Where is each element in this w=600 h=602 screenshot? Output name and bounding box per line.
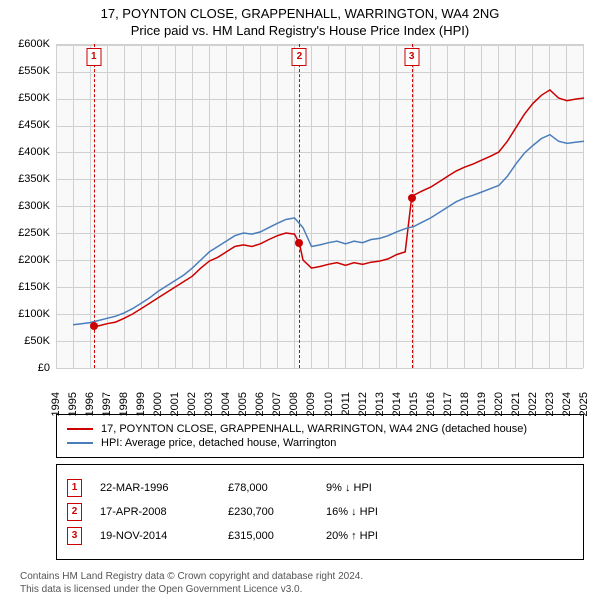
sale-delta-hpi: 20% ↑ HPI xyxy=(326,530,378,542)
y-tick-label: £400K xyxy=(18,146,50,158)
y-tick-label: £0 xyxy=(38,362,50,374)
sales-box: 1 22-MAR-1996 £78,000 9% ↓ HPI 2 17-APR-2008 £… xyxy=(56,464,584,560)
x-tick-label: 2016 xyxy=(425,392,437,416)
x-tick-label: 2007 xyxy=(271,392,283,416)
x-tick-label: 2025 xyxy=(578,392,590,416)
x-tick-label: 2001 xyxy=(169,392,181,416)
x-tick-label: 1994 xyxy=(50,392,62,416)
x-tick-label: 1996 xyxy=(84,392,96,416)
y-tick-label: £600K xyxy=(18,38,50,50)
y-tick-label: £550K xyxy=(18,65,50,77)
sale-price: £78,000 xyxy=(228,482,308,494)
sale-date: 17-APR-2008 xyxy=(100,506,210,518)
sale-number-box: 1 xyxy=(67,479,82,497)
legend-label: HPI: Average price, detached house, Warr… xyxy=(101,437,336,449)
footer-line-1: Contains HM Land Registry data © Crown c… xyxy=(20,570,584,583)
y-tick-label: £500K xyxy=(18,92,50,104)
y-tick-label: £450K xyxy=(18,119,50,131)
x-tick-label: 2023 xyxy=(544,392,556,416)
sale-marker-box: 2 xyxy=(292,48,307,66)
x-tick-label: 2015 xyxy=(408,392,420,416)
sale-marker-dot xyxy=(408,194,416,202)
x-tick-label: 2020 xyxy=(493,392,505,416)
legend-row: 17, POYNTON CLOSE, GRAPPENHALL, WARRINGT… xyxy=(67,423,573,435)
x-tick-label: 2011 xyxy=(340,392,352,416)
x-tick-label: 1998 xyxy=(118,392,130,416)
title-line-2: Price paid vs. HM Land Registry's House … xyxy=(10,23,590,40)
sale-number-box: 2 xyxy=(67,503,82,521)
x-tick-label: 2006 xyxy=(254,392,266,416)
x-tick-label: 1995 xyxy=(67,392,79,416)
sale-price: £315,000 xyxy=(228,530,308,542)
series-price_paid xyxy=(94,90,584,326)
x-tick-label: 1997 xyxy=(101,392,113,416)
x-tick-label: 2002 xyxy=(186,392,198,416)
plot-area: £0£50K£100K£150K£200K£250K£300K£350K£400… xyxy=(56,44,584,404)
y-tick-label: £250K xyxy=(18,227,50,239)
x-tick-label: 2008 xyxy=(288,392,300,416)
sale-row: 3 19-NOV-2014 £315,000 20% ↑ HPI xyxy=(67,527,573,545)
x-tick-label: 2005 xyxy=(237,392,249,416)
sale-marker-box: 3 xyxy=(404,48,419,66)
legend-swatch xyxy=(67,442,93,444)
legend-swatch xyxy=(67,428,93,430)
legend-label: 17, POYNTON CLOSE, GRAPPENHALL, WARRINGT… xyxy=(101,423,527,435)
x-tick-label: 2019 xyxy=(476,392,488,416)
sale-row: 2 17-APR-2008 £230,700 16% ↓ HPI xyxy=(67,503,573,521)
x-tick-label: 2013 xyxy=(374,392,386,416)
chart-container: 17, POYNTON CLOSE, GRAPPENHALL, WARRINGT… xyxy=(0,0,600,602)
y-tick-label: £300K xyxy=(18,200,50,212)
legend-row: HPI: Average price, detached house, Warr… xyxy=(67,437,573,449)
y-tick-label: £350K xyxy=(18,173,50,185)
x-axis: 1994199519961997199819992000200120022003… xyxy=(56,368,584,404)
y-tick-label: £100K xyxy=(18,308,50,320)
x-tick-label: 2021 xyxy=(510,392,522,416)
x-tick-label: 2012 xyxy=(357,392,369,416)
y-tick-label: £150K xyxy=(18,281,50,293)
sale-number-box: 3 xyxy=(67,527,82,545)
sale-date: 22-MAR-1996 xyxy=(100,482,210,494)
x-tick-label: 2010 xyxy=(323,392,335,416)
x-tick-label: 2017 xyxy=(442,392,454,416)
x-tick-label: 2024 xyxy=(561,392,573,416)
sale-marker-box: 1 xyxy=(86,48,101,66)
x-tick-label: 2014 xyxy=(391,392,403,416)
x-tick-label: 2009 xyxy=(305,392,317,416)
sale-marker-dot xyxy=(295,239,303,247)
footer-line-2: This data is licensed under the Open Gov… xyxy=(20,583,584,596)
sale-marker-dot xyxy=(90,322,98,330)
x-tick-label: 2000 xyxy=(152,392,164,416)
chart-title: 17, POYNTON CLOSE, GRAPPENHALL, WARRINGT… xyxy=(10,6,590,40)
x-tick-label: 1999 xyxy=(135,392,147,416)
x-tick-label: 2022 xyxy=(527,392,539,416)
chart-lines xyxy=(56,44,584,368)
x-tick-label: 2003 xyxy=(203,392,215,416)
y-tick-label: £200K xyxy=(18,254,50,266)
sale-delta-hpi: 16% ↓ HPI xyxy=(326,506,378,518)
sale-delta-hpi: 9% ↓ HPI xyxy=(326,482,372,494)
sale-date: 19-NOV-2014 xyxy=(100,530,210,542)
x-tick-label: 2018 xyxy=(459,392,471,416)
footer-attribution: Contains HM Land Registry data © Crown c… xyxy=(20,570,584,602)
x-tick-label: 2004 xyxy=(220,392,232,416)
y-tick-label: £50K xyxy=(24,335,50,347)
legend-box: 17, POYNTON CLOSE, GRAPPENHALL, WARRINGT… xyxy=(56,414,584,458)
sale-row: 1 22-MAR-1996 £78,000 9% ↓ HPI xyxy=(67,479,573,497)
title-line-1: 17, POYNTON CLOSE, GRAPPENHALL, WARRINGT… xyxy=(10,6,590,23)
sale-price: £230,700 xyxy=(228,506,308,518)
y-axis: £0£50K£100K£150K£200K£250K£300K£350K£400… xyxy=(10,44,52,368)
series-hpi xyxy=(73,134,584,324)
